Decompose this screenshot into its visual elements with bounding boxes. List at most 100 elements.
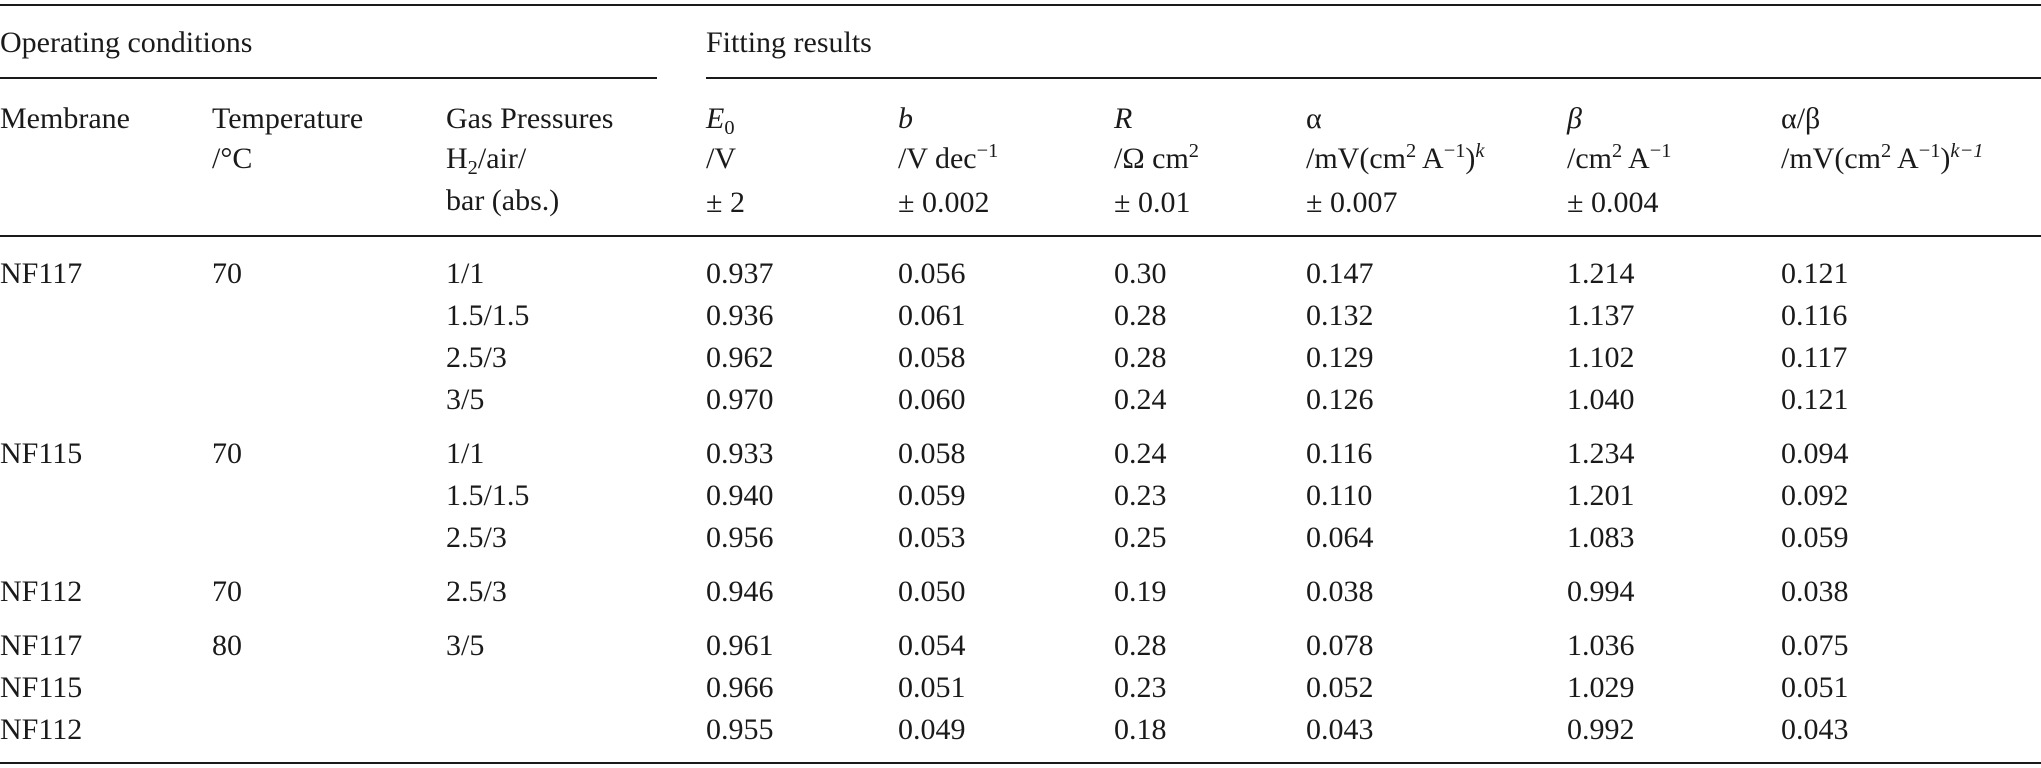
cell-e0: 0.962 [706,341,774,374]
operating-conditions-heading: Operating conditions [0,26,253,59]
cell-membrane: NF112 [0,575,83,608]
cell-r: 0.28 [1114,629,1167,662]
cell-alpha-over-beta: 0.116 [1781,299,1848,332]
bottom-rule [0,762,2041,764]
cell-alpha-over-beta: 0.051 [1781,671,1849,704]
b-symbol: b [898,102,913,135]
cell-e0: 0.955 [706,713,774,746]
cell-beta: 1.029 [1567,671,1635,704]
cell-r: 0.19 [1114,575,1167,608]
cell-e0: 0.936 [706,299,774,332]
ratio-symbol: α/β [1781,102,1821,135]
cell-b: 0.054 [898,629,966,662]
cell-gas-pressures: 2.5/3 [446,575,507,608]
cell-alpha: 0.132 [1306,299,1374,332]
temperature-label: Temperature [212,102,364,135]
cell-b: 0.051 [898,671,966,704]
cell-e0: 0.956 [706,521,774,554]
cell-beta: 1.201 [1567,479,1635,512]
top-rule [0,4,2041,6]
alpha-uncertainty: ± 0.007 [1306,186,1398,219]
cell-r: 0.28 [1114,341,1167,374]
cell-membrane: NF117 [0,629,83,662]
cell-b: 0.056 [898,257,966,290]
cell-beta: 1.102 [1567,341,1635,374]
col-header-r: R /Ω cm2 ± 0.01 [1114,104,1199,218]
temperature-unit: /°C [212,142,253,175]
cell-b: 0.058 [898,437,966,470]
gas-pressure-unit: bar (abs.) [446,184,560,217]
cell-alpha: 0.052 [1306,671,1374,704]
cell-alpha-over-beta: 0.094 [1781,437,1849,470]
alpha-symbol: α [1306,102,1322,135]
cell-membrane: NF115 [0,437,83,470]
beta-symbol: β [1567,102,1582,135]
cell-alpha: 0.147 [1306,257,1374,290]
cell-temperature: 80 [212,629,242,662]
cell-r: 0.30 [1114,257,1167,290]
cell-r: 0.24 [1114,437,1167,470]
cell-r: 0.23 [1114,671,1167,704]
fitting-group-rule [706,77,2041,79]
cell-alpha-over-beta: 0.043 [1781,713,1849,746]
cell-e0: 0.961 [706,629,774,662]
cell-e0: 0.946 [706,575,774,608]
col-header-b: b /V dec−1 ± 0.002 [898,104,998,218]
cell-membrane: NF117 [0,257,83,290]
cell-alpha: 0.116 [1306,437,1373,470]
cell-gas-pressures: 1/1 [446,257,485,290]
cell-b: 0.059 [898,479,966,512]
membrane-label: Membrane [0,102,130,135]
gas-pressures-label: Gas Pressures [446,102,614,135]
cell-r: 0.28 [1114,299,1167,332]
cell-e0: 0.933 [706,437,774,470]
cell-gas-pressures: 2.5/3 [446,521,507,554]
cell-b: 0.061 [898,299,966,332]
cell-beta: 1.036 [1567,629,1635,662]
cell-e0: 0.970 [706,383,774,416]
cell-beta: 0.992 [1567,713,1635,746]
cell-alpha-over-beta: 0.038 [1781,575,1849,608]
e0-unit: /V [706,142,736,175]
header-rule [0,235,2041,237]
col-header-membrane: Membrane [0,104,130,134]
cell-gas-pressures: 1/1 [446,437,485,470]
ratio-unit: /mV(cm2 A−1)k−1 [1781,139,1984,175]
cell-alpha: 0.064 [1306,521,1374,554]
cell-alpha-over-beta: 0.117 [1781,341,1848,374]
col-header-beta: β /cm2 A−1 ± 0.004 [1567,104,1671,218]
cell-temperature: 70 [212,575,242,608]
cell-temperature: 70 [212,437,242,470]
cell-gas-pressures: 2.5/3 [446,341,507,374]
cell-b: 0.049 [898,713,966,746]
cell-alpha-over-beta: 0.121 [1781,257,1849,290]
beta-uncertainty: ± 0.004 [1567,186,1659,219]
cell-r: 0.23 [1114,479,1167,512]
col-header-alpha-over-beta: α/β /mV(cm2 A−1)k−1 [1781,104,1983,174]
cell-r: 0.18 [1114,713,1167,746]
cell-temperature: 70 [212,257,242,290]
cell-alpha-over-beta: 0.075 [1781,629,1849,662]
cell-r: 0.25 [1114,521,1167,554]
b-unit: /V dec−1 [898,139,999,175]
fitting-results-heading: Fitting results [706,26,872,59]
cell-alpha: 0.129 [1306,341,1374,374]
cell-beta: 1.214 [1567,257,1635,290]
cell-beta: 0.994 [1567,575,1635,608]
cell-beta: 1.083 [1567,521,1635,554]
cell-membrane: NF115 [0,671,83,704]
gas-composition: H2/air/ [446,142,527,179]
cell-alpha: 0.110 [1306,479,1373,512]
col-header-alpha: α /mV(cm2 A−1)k ± 0.007 [1306,104,1484,218]
e0-uncertainty: ± 2 [706,186,745,219]
col-header-temperature: Temperature /°C [212,104,363,174]
cell-b: 0.058 [898,341,966,374]
cell-beta: 1.137 [1567,299,1635,332]
cell-beta: 1.234 [1567,437,1635,470]
cell-membrane: NF112 [0,713,83,746]
cell-b: 0.053 [898,521,966,554]
cell-beta: 1.040 [1567,383,1635,416]
b-uncertainty: ± 0.002 [898,186,990,219]
cell-gas-pressures: 1.5/1.5 [446,299,530,332]
cell-alpha-over-beta: 0.121 [1781,383,1849,416]
